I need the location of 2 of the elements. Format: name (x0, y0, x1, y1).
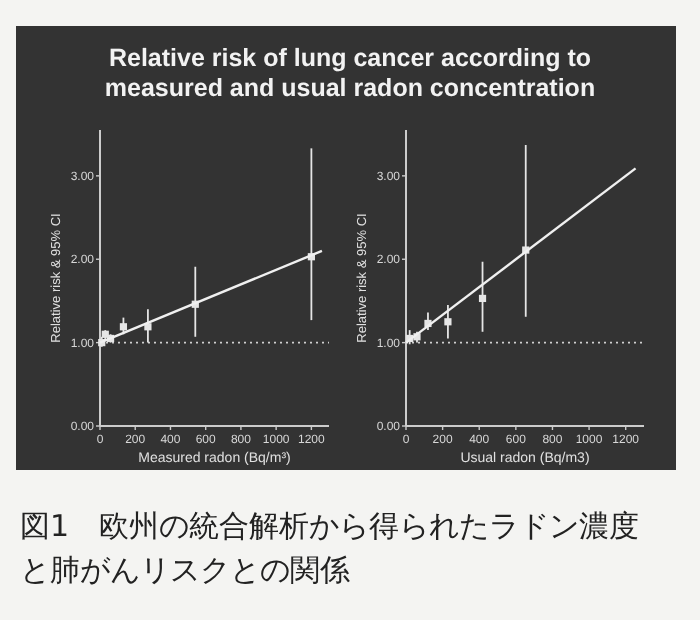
caption: 図1 欧州の統合解析から得られたラドン濃度と肺がんリスクとの関係 (20, 506, 642, 592)
chart-title: Relative risk of lung cancer according to measured and usual radon concentration (102, 44, 598, 104)
